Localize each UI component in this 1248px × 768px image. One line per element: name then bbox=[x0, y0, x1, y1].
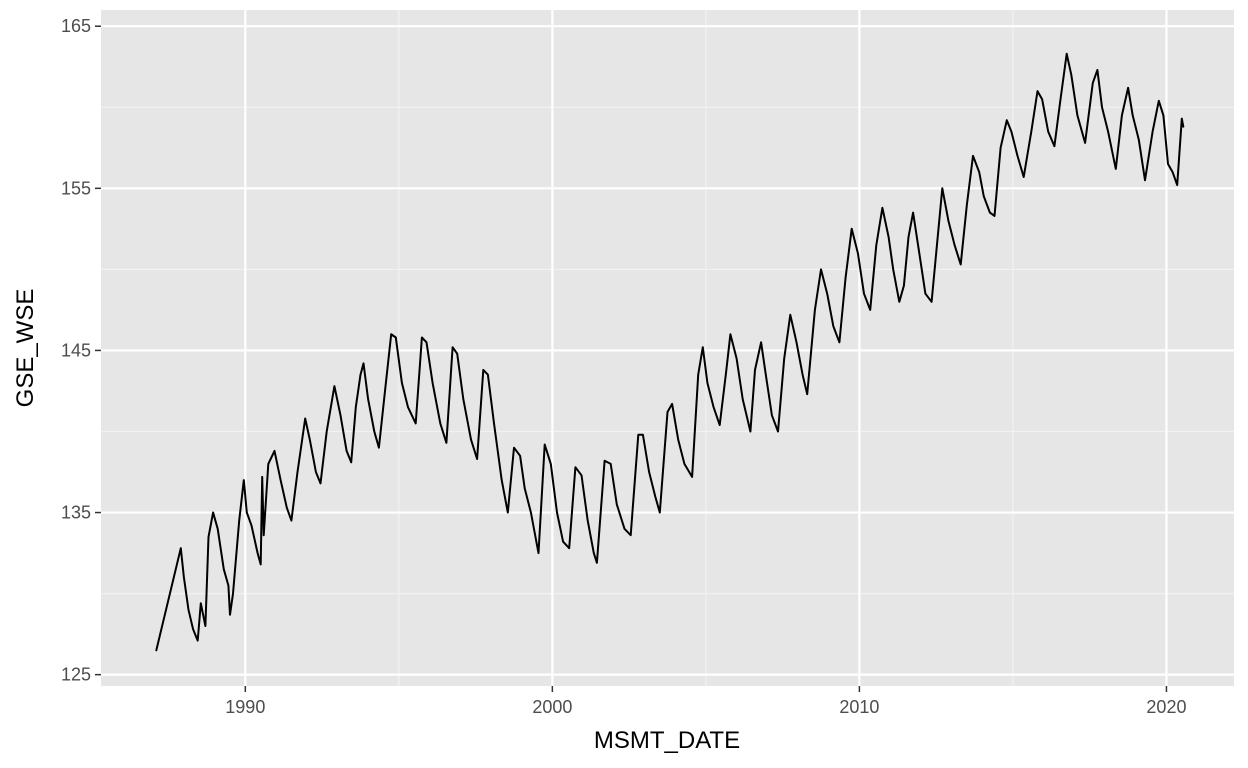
x-tick-label: 2010 bbox=[839, 697, 879, 717]
x-tick-label: 1990 bbox=[225, 697, 265, 717]
panel-background bbox=[101, 10, 1234, 686]
y-axis-title: GSE_WSE bbox=[12, 289, 39, 408]
series-layer bbox=[155, 52, 1185, 652]
x-tick-label: 2020 bbox=[1146, 697, 1186, 717]
x-axis-title: MSMT_DATE bbox=[594, 727, 740, 754]
y-tick-labels: 125 135 145 155 165 bbox=[61, 16, 91, 684]
major-gridlines bbox=[101, 10, 1234, 686]
y-tick-label: 135 bbox=[61, 503, 91, 523]
x-tick-label: 2000 bbox=[532, 697, 572, 717]
y-tick-label: 155 bbox=[61, 178, 91, 198]
series-line bbox=[155, 52, 1185, 652]
minor-gridlines bbox=[101, 10, 1234, 686]
axis-ticks bbox=[95, 25, 1168, 692]
x-tick-labels: 1990 2000 2010 2020 bbox=[225, 697, 1186, 717]
y-tick-label: 165 bbox=[61, 16, 91, 36]
y-tick-label: 145 bbox=[61, 340, 91, 360]
y-tick-label: 125 bbox=[61, 665, 91, 685]
